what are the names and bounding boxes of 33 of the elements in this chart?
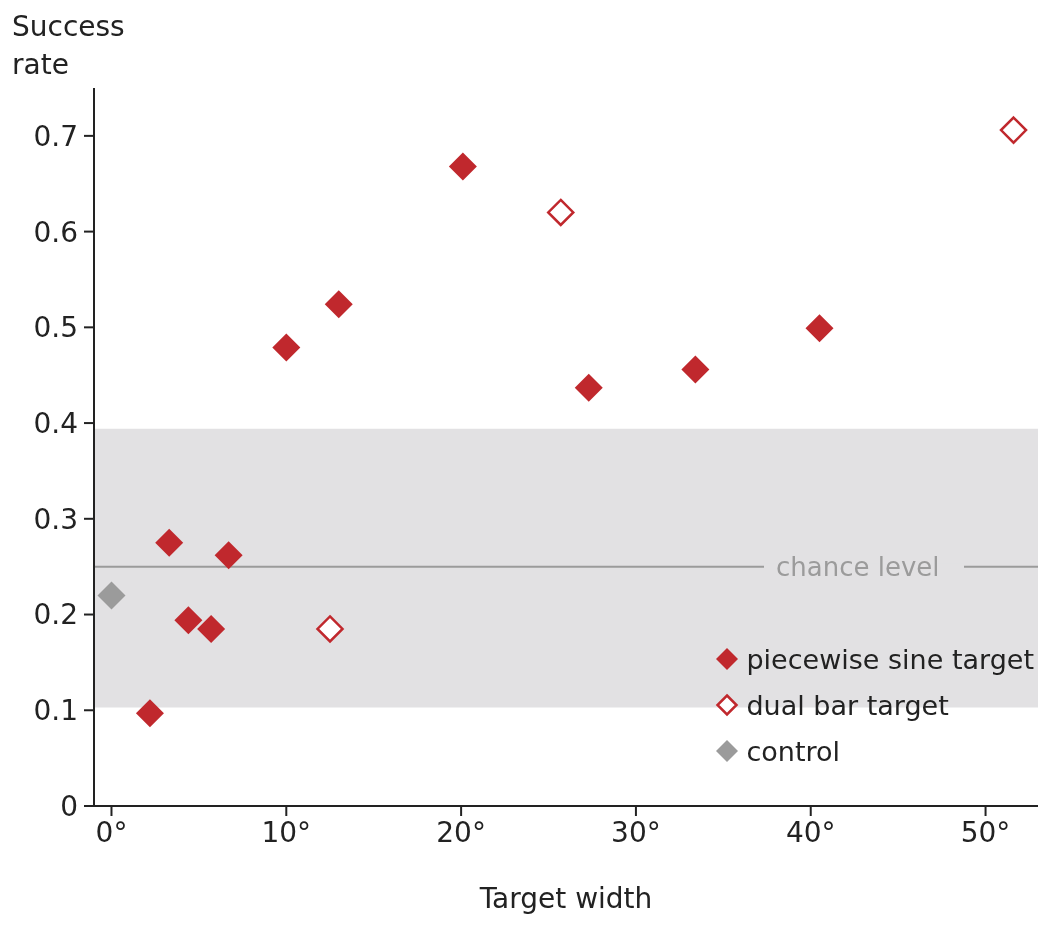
ref-line-label: chance level	[776, 551, 940, 582]
point	[805, 314, 834, 343]
y-tick-label: 0.4	[33, 407, 78, 441]
y-tick-label: 0	[60, 789, 78, 823]
y-tick-label: 0.2	[33, 598, 78, 632]
legend-label: piecewise sine target	[746, 643, 1034, 675]
point	[97, 581, 126, 610]
y-tick-label: 0.3	[33, 502, 78, 536]
y-axis-title: Success rate	[12, 9, 126, 83]
x-tick-label: 40°	[785, 815, 836, 849]
y-tick-label: 0.7	[33, 119, 78, 153]
point	[316, 615, 344, 643]
point	[214, 541, 243, 570]
x-tick-label: 20°	[436, 815, 486, 849]
legend-label: control	[746, 735, 841, 767]
point	[448, 152, 477, 181]
point	[197, 614, 226, 643]
legend-label: dual bar target	[746, 689, 949, 721]
point	[155, 528, 184, 557]
x-tick-label: 50°	[960, 815, 1011, 849]
x-axis-title: Target width	[478, 882, 653, 915]
point	[272, 333, 301, 362]
y-tick-label: 0.6	[33, 215, 78, 249]
point	[324, 290, 353, 319]
point	[135, 699, 164, 728]
x-tick-label: 10°	[261, 815, 312, 849]
y-tick-label: 0.5	[33, 311, 78, 345]
y-tick-label: 0.1	[33, 694, 78, 728]
point	[174, 606, 203, 635]
point	[681, 355, 710, 384]
x-tick-label: 30°	[611, 815, 661, 849]
x-tick-label: 0°	[95, 815, 128, 849]
point	[574, 373, 603, 402]
